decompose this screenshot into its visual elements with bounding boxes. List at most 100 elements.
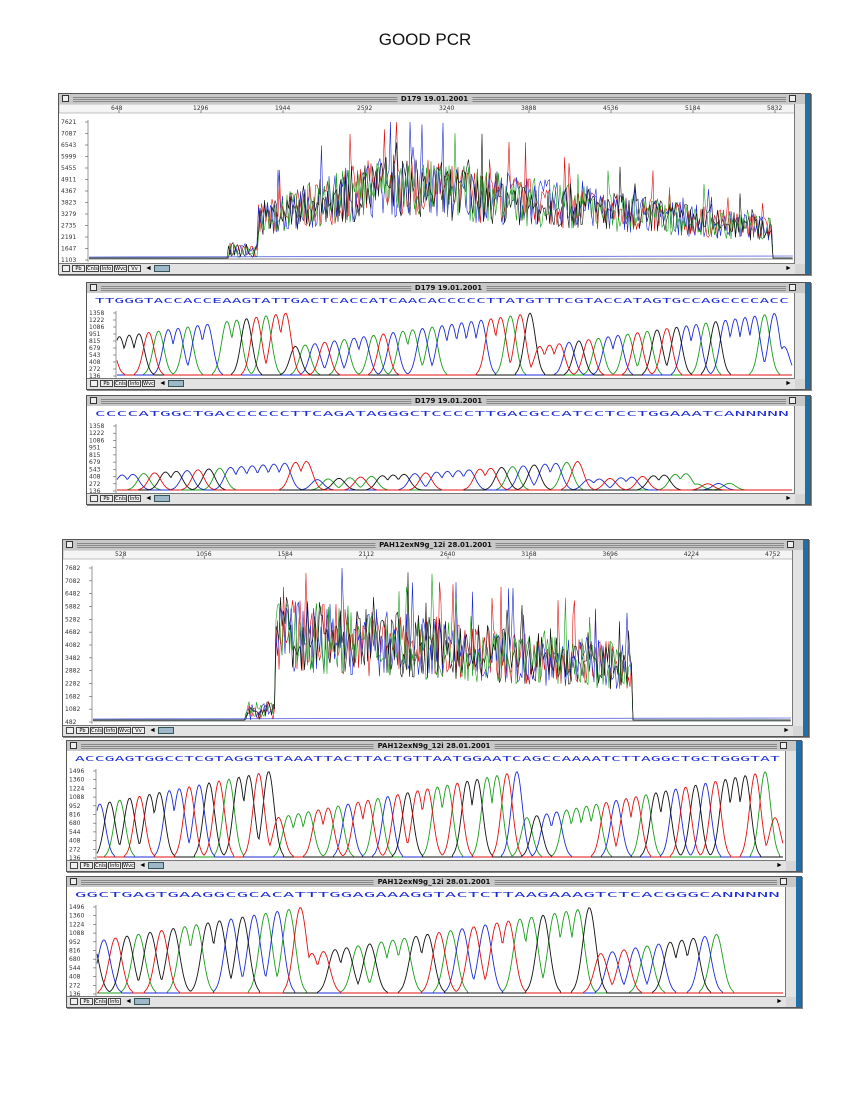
vertical-scrollbar[interactable]	[794, 104, 805, 264]
y-tick-label: 136	[89, 488, 101, 494]
window-edge	[805, 396, 810, 504]
zoom-box-icon[interactable]	[780, 878, 787, 885]
y-tick-label: 6543	[61, 142, 76, 149]
chromatogram-overview-plot[interactable]: 648 1296 1944 2592 3240 3888 4536 5184 5832 7621 7…	[59, 104, 795, 264]
zoom-box-icon[interactable]	[787, 541, 794, 548]
scroll-control-button[interactable]: Cnls	[114, 380, 127, 387]
y-tick-label: 3823	[61, 200, 76, 207]
scroll-thumb[interactable]	[148, 862, 164, 869]
scroll-control-button[interactable]: Info	[128, 495, 141, 502]
scroll-left-arrow-icon[interactable]: ◄	[139, 862, 146, 869]
horizontal-scrollbar[interactable]: Pb Cnls Info Wvc ◄ ►	[67, 860, 786, 871]
scroll-right-arrow-icon[interactable]: ►	[785, 380, 792, 387]
scroll-thumb[interactable]	[168, 380, 184, 387]
scroll-control-button[interactable]: Cnls	[90, 727, 103, 734]
scroll-control-button[interactable]: Pb	[76, 727, 89, 734]
scroll-control-button[interactable]: Pb	[100, 495, 113, 502]
trace-line-a	[97, 908, 783, 994]
zoom-box-icon[interactable]	[780, 742, 787, 749]
vertical-scrollbar[interactable]	[785, 751, 796, 861]
view-mode-icon[interactable]	[90, 495, 98, 502]
scroll-left-arrow-icon[interactable]: ◄	[149, 727, 156, 734]
trace-window-pah12-a[interactable]: PAH12exN9g_12i 28.01.2001 ACCGAGTGGCCTCG…	[66, 740, 802, 872]
scroll-control-button[interactable]: Wvc	[142, 380, 155, 387]
scroll-thumb[interactable]	[134, 998, 150, 1005]
x-tick-label: 1296	[193, 105, 208, 112]
scroll-control-button[interactable]: Cnls	[114, 495, 127, 502]
y-tick-label: 136	[69, 855, 81, 861]
horizontal-scrollbar[interactable]: Pb Cnls Info ◄ ►	[87, 493, 795, 504]
y-tick-label: 3279	[61, 211, 76, 218]
zoom-box-icon[interactable]	[789, 397, 796, 404]
horizontal-scrollbar[interactable]: Pb Cnls Info Wvc Vv ◄ ►	[63, 725, 793, 736]
scroll-thumb[interactable]	[154, 265, 170, 272]
horizontal-scrollbar[interactable]: Pb Cnls Info ◄ ►	[67, 996, 786, 1007]
scroll-left-arrow-icon[interactable]: ◄	[125, 998, 132, 1005]
sequence-text: ACCGAGTGGCCTCGTAGGTGTAAATTACTTACTGTTAATG…	[75, 755, 782, 763]
overview-window-pah12[interactable]: PAH12exN9g_12i 28.01.2001 528 1056 1584 211…	[62, 539, 809, 737]
scroll-control-button[interactable]: Wvc	[122, 862, 135, 869]
y-tick-label: 815	[89, 338, 101, 345]
scroll-control-button[interactable]: Info	[100, 265, 113, 272]
close-box-icon[interactable]	[70, 878, 77, 885]
scroll-control-button[interactable]: Pb	[80, 862, 93, 869]
scroll-control-button[interactable]: Info	[128, 380, 141, 387]
scroll-left-arrow-icon[interactable]: ◄	[145, 265, 152, 272]
y-tick-label: 4367	[61, 188, 76, 195]
chromatogram-trace-plot[interactable]: TTGGGTACCACCEAAGTATTGACTCACCATCAACACCCCC…	[87, 293, 795, 379]
view-mode-icon[interactable]	[70, 998, 78, 1005]
chromatogram-trace-plot[interactable]: CCCCATGGCTGACCCCCCTTCAGATAGGGCTCCCCTTGAC…	[87, 406, 795, 494]
chromatogram-overview-plot[interactable]: 528 1056 1584 2112 2640 3168 3696 4224 4752 7682 7…	[63, 550, 793, 726]
scroll-control-button[interactable]: Wvc	[118, 727, 131, 734]
scroll-control-button[interactable]: Info	[108, 862, 121, 869]
vertical-scrollbar[interactable]	[794, 406, 805, 494]
scroll-control-button[interactable]: Vv	[128, 265, 141, 272]
scroll-control-button[interactable]: Info	[104, 727, 117, 734]
chromatogram-trace-plot[interactable]: ACCGAGTGGCCTCGTAGGTGTAAATTACTTACTGTTAATG…	[67, 751, 786, 861]
scroll-control-button[interactable]: Vv	[132, 727, 145, 734]
zoom-box-icon[interactable]	[789, 95, 796, 102]
view-mode-icon[interactable]	[62, 265, 70, 272]
zoom-box-icon[interactable]	[789, 284, 796, 291]
scroll-control-button[interactable]: Info	[108, 998, 121, 1005]
horizontal-scrollbar[interactable]: Pb Cnls Info Wvc ◄ ►	[87, 378, 795, 389]
scroll-control-button[interactable]: Cnls	[94, 998, 107, 1005]
scroll-control-button[interactable]: Wvc	[114, 265, 127, 272]
horizontal-scrollbar[interactable]: Pb Cnls Info Wvc Vv ◄ ►	[59, 263, 795, 274]
scroll-control-button[interactable]: Pb	[80, 998, 93, 1005]
scroll-right-arrow-icon[interactable]: ►	[776, 862, 783, 869]
scroll-control-button[interactable]: Pb	[72, 265, 85, 272]
trace-line-t	[97, 772, 784, 858]
scroll-right-arrow-icon[interactable]: ►	[785, 495, 792, 502]
scroll-thumb[interactable]	[154, 495, 170, 502]
scroll-thumb[interactable]	[158, 727, 174, 734]
trace-line-t	[116, 312, 792, 376]
scroll-control-button[interactable]: Pb	[100, 380, 113, 387]
x-tick-label: 3888	[521, 105, 536, 112]
scroll-right-arrow-icon[interactable]: ►	[776, 998, 783, 1005]
trace-line-g	[93, 572, 791, 721]
y-tick-label: 408	[89, 359, 101, 366]
scroll-right-arrow-icon[interactable]: ►	[783, 727, 790, 734]
view-mode-icon[interactable]	[66, 727, 74, 734]
close-box-icon[interactable]	[70, 742, 77, 749]
scroll-control-button[interactable]: Cnls	[86, 265, 99, 272]
vertical-scrollbar[interactable]	[794, 293, 805, 379]
scroll-control-button[interactable]: Cnls	[94, 862, 107, 869]
vertical-scrollbar[interactable]	[785, 887, 796, 997]
close-box-icon[interactable]	[62, 95, 69, 102]
vertical-scrollbar[interactable]	[792, 550, 803, 726]
scroll-right-arrow-icon[interactable]: ►	[785, 265, 792, 272]
view-mode-icon[interactable]	[90, 380, 98, 387]
close-box-icon[interactable]	[90, 397, 97, 404]
trace-window-pah12-b[interactable]: PAH12exN9g_12i 28.01.2001 GGCTGAGTGAAGGC…	[66, 876, 802, 1008]
view-mode-icon[interactable]	[70, 862, 78, 869]
trace-window-d179-a[interactable]: D179 19.01.2001 TTGGGTACCACCEAAGTATTGACT…	[86, 282, 811, 390]
scroll-left-arrow-icon[interactable]: ◄	[145, 495, 152, 502]
overview-window-d179[interactable]: D179 19.01.2001 648 1296 1944 2592 3240 3888 4…	[58, 93, 811, 275]
chromatogram-trace-plot[interactable]: GGCTGAGTGAAGGCGCACATTTGGAGAAAGGTACTCTTAA…	[67, 887, 786, 997]
trace-window-d179-b[interactable]: D179 19.01.2001 CCCCATGGCTGACCCCCCTTCAGA…	[86, 395, 811, 505]
close-box-icon[interactable]	[66, 541, 73, 548]
close-box-icon[interactable]	[90, 284, 97, 291]
scroll-left-arrow-icon[interactable]: ◄	[159, 380, 166, 387]
